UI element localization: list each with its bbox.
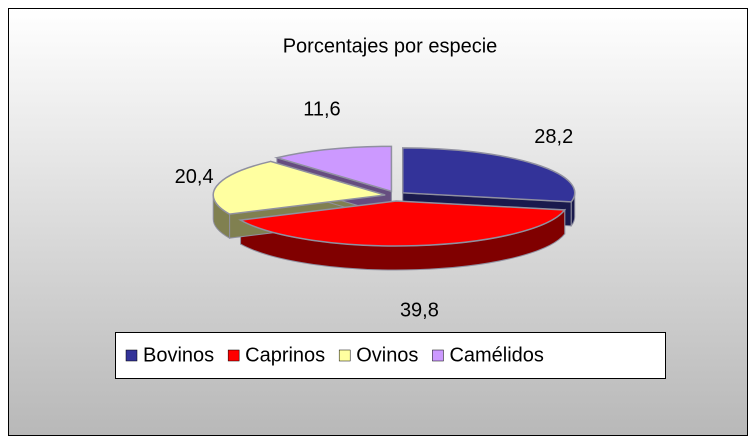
slice [212,160,386,215]
legend-swatch [227,349,240,362]
chart-title: Porcentajes por especie [283,35,498,57]
legend-label: Ovinos [356,344,418,366]
legend-swatch [338,349,351,362]
legend-box [115,332,666,379]
data-label: 11,6 [303,98,340,120]
slice-tops [212,145,576,247]
legend-swatch [125,349,138,362]
legend-label: Caprinos [245,344,325,366]
legend-label: Camélidos [449,344,543,366]
data-label: 39,8 [400,300,439,322]
slice [273,145,393,193]
legend-swatch [432,349,444,362]
data-label: 20,4 [175,166,214,188]
slice [401,147,576,203]
slice [238,200,567,247]
legend-label: Bovinos [143,344,214,366]
data-label: 28,2 [534,126,573,148]
